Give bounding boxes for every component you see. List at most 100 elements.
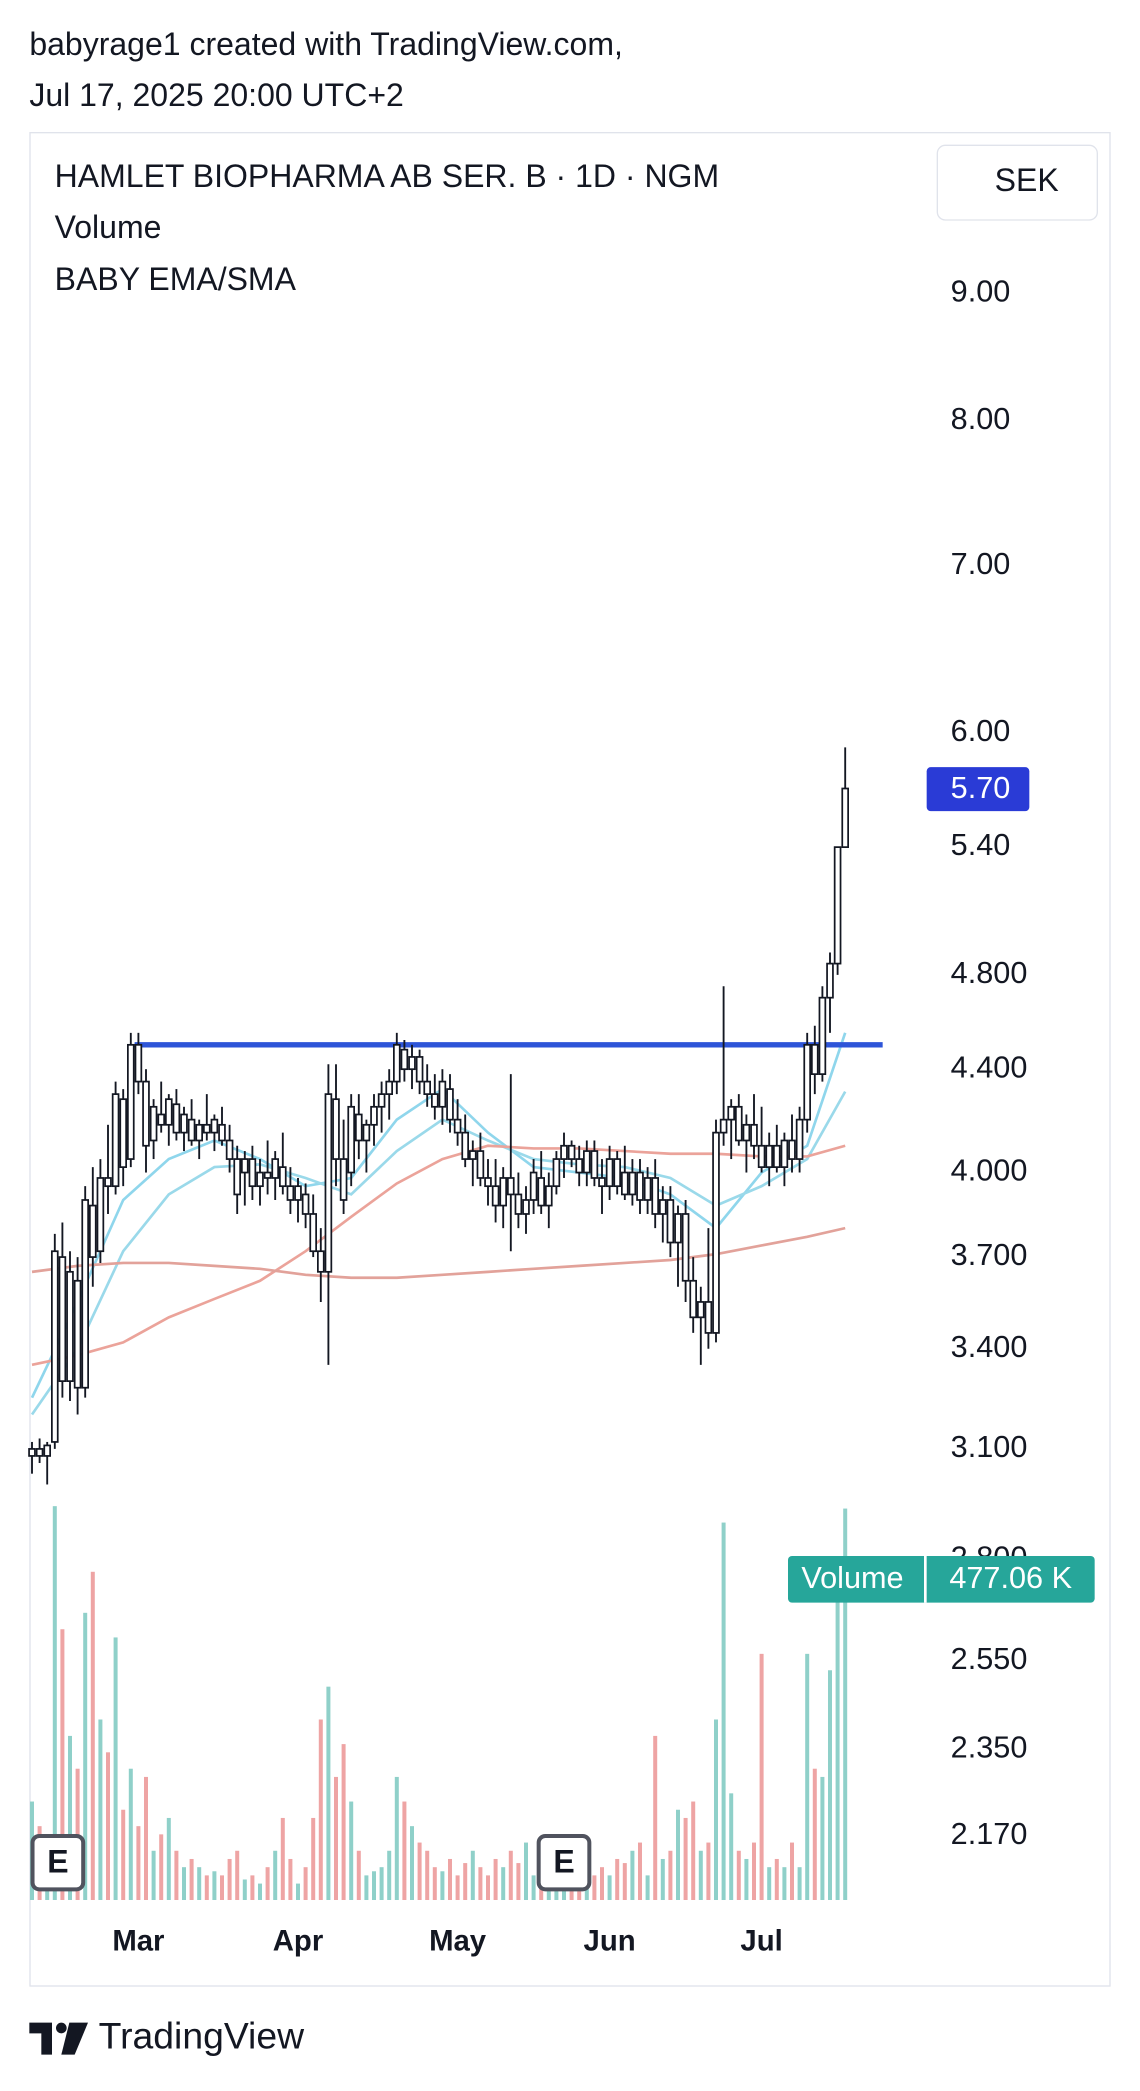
candle-body [392, 1043, 401, 1083]
earnings-marker [30, 1833, 86, 1892]
volume-bar [235, 1850, 240, 1900]
candle-body [773, 1144, 781, 1168]
candle-body [89, 1204, 97, 1258]
volume-bar [349, 1801, 354, 1900]
y-tick-label: 8.00 [951, 402, 1011, 436]
last-price-badge [926, 767, 1030, 812]
candle-body [704, 1301, 713, 1334]
candle-body [347, 1105, 356, 1174]
candle-body [415, 1056, 424, 1083]
volume-bar [524, 1842, 528, 1900]
volume-bar [174, 1850, 179, 1900]
candle-body [430, 1093, 439, 1108]
candle-body [499, 1177, 508, 1207]
candle-body [674, 1213, 682, 1244]
volume-bar [189, 1858, 194, 1900]
candle-body [408, 1056, 416, 1071]
attribution: babyrage1 created with TradingView.com, [29, 26, 623, 62]
candle-body [43, 1444, 52, 1457]
candle-body [712, 1131, 720, 1334]
volume-bar [531, 1875, 536, 1900]
volume-bar [334, 1776, 338, 1900]
volume-bar [379, 1867, 384, 1900]
last-price: 5.70 [951, 771, 1011, 805]
candle-body [149, 1105, 158, 1142]
candle-body [218, 1123, 226, 1142]
candle-body [613, 1158, 622, 1188]
y-tick-label: 3.100 [951, 1430, 1028, 1464]
volume-bar [258, 1883, 262, 1900]
candle-body [636, 1171, 644, 1201]
candle-body [195, 1123, 203, 1142]
volume-bar [721, 1522, 726, 1900]
candle-body [324, 1093, 333, 1273]
volume-bar [98, 1719, 103, 1900]
candle-body [651, 1177, 660, 1215]
candle-body [514, 1193, 523, 1215]
volume-bar [455, 1875, 460, 1900]
candle-body [658, 1199, 667, 1215]
volume-bar [273, 1850, 278, 1900]
currency-box[interactable] [936, 144, 1098, 221]
candle-body [727, 1105, 736, 1121]
currency[interactable]: SEK [995, 162, 1059, 198]
candle-body [385, 1080, 394, 1095]
candle-body [111, 1093, 120, 1188]
candle-body [735, 1105, 743, 1142]
candle-body [552, 1158, 561, 1188]
candle-body [522, 1199, 530, 1215]
volume-bar [121, 1809, 126, 1900]
volume-bar [478, 1867, 483, 1900]
candle-body [142, 1080, 150, 1147]
volume-bar [387, 1850, 392, 1900]
candle-body [826, 962, 834, 999]
x-tick-label: Mar [112, 1924, 164, 1957]
indicator-line [31, 1144, 846, 1367]
volume-bar [303, 1867, 308, 1900]
volume-bar [159, 1834, 164, 1900]
brand: TradingView [99, 2015, 305, 2057]
volume-bar [341, 1744, 346, 1900]
candle-body [271, 1158, 279, 1179]
candle-body [689, 1279, 698, 1319]
candle-body [104, 1177, 112, 1188]
candle-body [210, 1118, 219, 1134]
volume-bar [622, 1863, 627, 1900]
y-tick-label: 9.00 [951, 274, 1011, 308]
candle-body [620, 1171, 629, 1196]
indicator-line [31, 1226, 846, 1280]
candle-body [484, 1177, 492, 1188]
y-tick-label: 7.00 [951, 547, 1011, 581]
volume-bar [60, 1629, 65, 1900]
candle-body [795, 1118, 804, 1160]
chart-title: HAMLET BIOPHARMA AB SER. B · 1D · NGM [55, 158, 719, 194]
candle-body [278, 1166, 287, 1188]
candle-body [841, 787, 850, 848]
volume-bar [698, 1850, 703, 1900]
candle-body [719, 1118, 728, 1134]
volume-bar [668, 1850, 673, 1900]
volume-bar [318, 1719, 323, 1900]
candle-body [537, 1177, 546, 1207]
volume-bar [638, 1842, 642, 1900]
volume-bar [805, 1653, 810, 1900]
candle-body [134, 1043, 143, 1083]
candle-body [400, 1048, 409, 1071]
candle-body [165, 1098, 173, 1126]
candle-body [567, 1144, 576, 1160]
candle-body [339, 1158, 348, 1201]
earnings-label: E [47, 1843, 68, 1879]
candle-body [263, 1171, 272, 1179]
volume-bar [410, 1826, 414, 1900]
candle-body [240, 1158, 249, 1174]
candle-body [73, 1279, 82, 1389]
candle-body [28, 1448, 36, 1457]
volume-bar [645, 1875, 650, 1900]
candle-body [294, 1185, 302, 1201]
volume-bar [790, 1842, 794, 1900]
candle-body [811, 1043, 819, 1075]
x-tick-label: May [429, 1924, 487, 1957]
candle-body [506, 1177, 515, 1196]
x-tick-label: Jul [740, 1924, 782, 1957]
volume-bar [227, 1858, 232, 1900]
